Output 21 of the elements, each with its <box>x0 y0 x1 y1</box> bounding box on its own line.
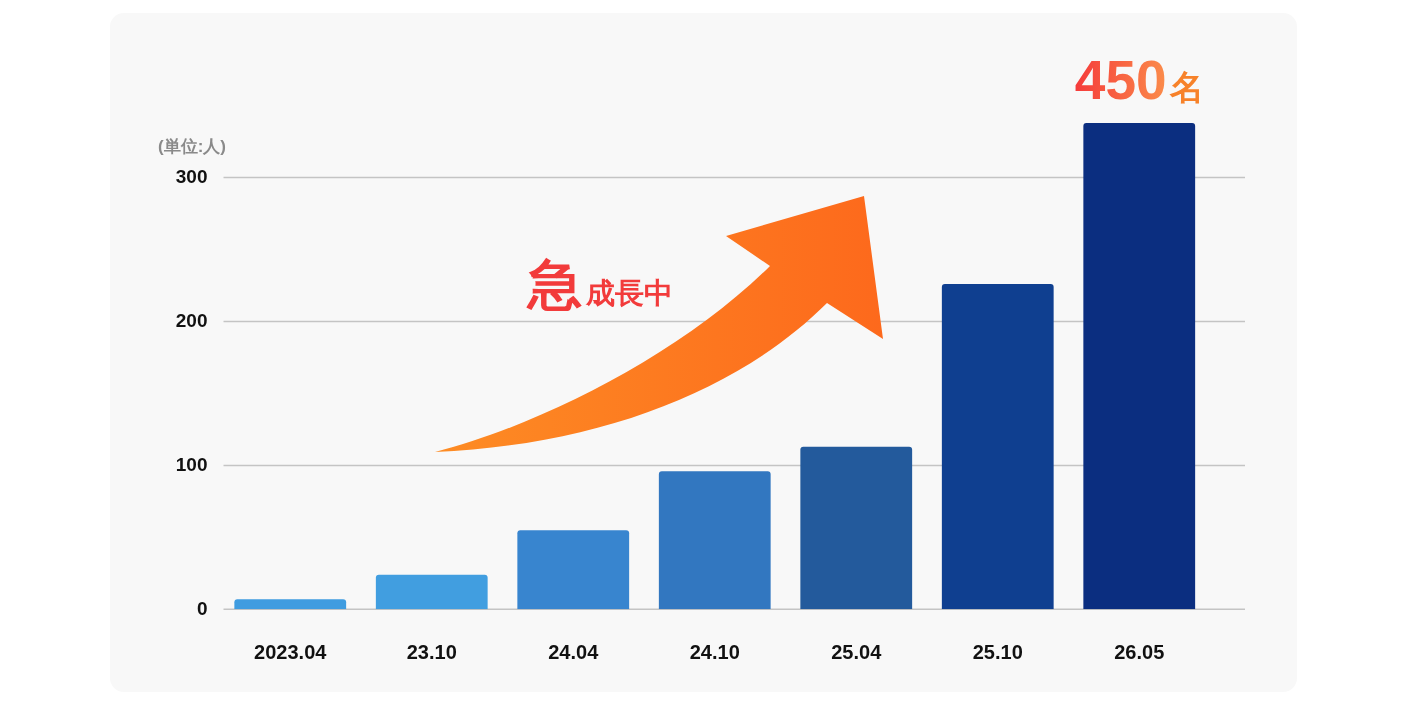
bar <box>1083 122 1196 610</box>
x-tick-label: 23.10 <box>406 640 457 663</box>
x-tick-label: 25.10 <box>972 640 1023 663</box>
bar <box>800 446 913 610</box>
bar <box>941 284 1054 610</box>
bar <box>517 530 630 610</box>
annotation: 急成長中 <box>526 254 673 314</box>
y-axis-title: (単位:人) <box>158 136 226 156</box>
x-tick-label: 2023.04 <box>254 640 328 663</box>
x-tick-label: 26.05 <box>1114 640 1165 663</box>
bar <box>375 574 488 610</box>
y-tick-label: 0 <box>196 597 208 619</box>
y-tick-label: 300 <box>175 165 208 187</box>
x-tick-label: 25.04 <box>831 640 883 663</box>
bar <box>234 599 347 610</box>
x-tick-label: 24.10 <box>689 640 740 663</box>
annotation: 450名 <box>1074 48 1204 111</box>
bar <box>658 471 771 610</box>
y-tick-label: 100 <box>175 453 208 475</box>
y-tick-label: 200 <box>175 309 208 331</box>
x-tick-label: 24.04 <box>548 640 600 663</box>
